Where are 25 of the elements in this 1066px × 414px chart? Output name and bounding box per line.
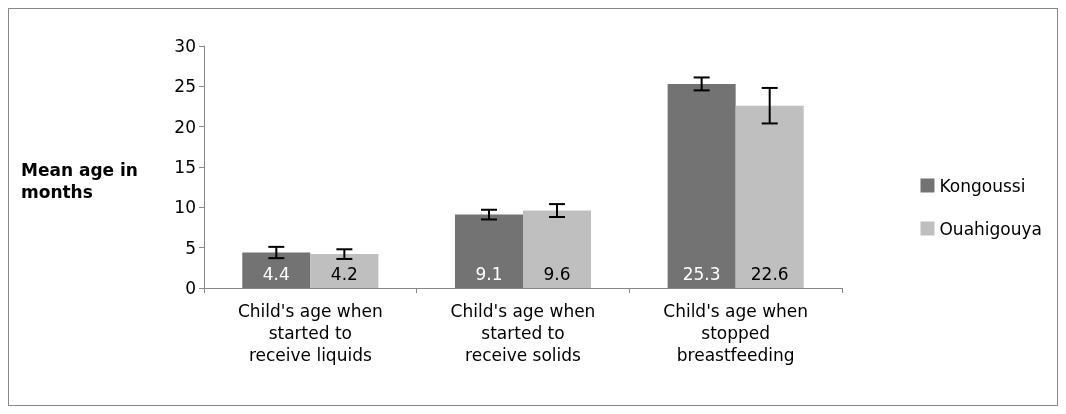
data-label: 22.6 [750, 263, 789, 284]
bar [667, 83, 736, 288]
x-tick-label: Child's age when started to receive solids [450, 301, 596, 365]
bar [242, 252, 311, 288]
data-label: 9.6 [543, 263, 571, 284]
legend-label: Ouahigouya [939, 218, 1042, 239]
x-tick-label: Child's age when stopped breastfeeding [663, 301, 809, 365]
y-tick-label: 15 [174, 157, 196, 177]
data-label: 4.4 [262, 263, 290, 284]
y-tick-label: 25 [174, 76, 196, 97]
y-tick-label: 5 [185, 237, 196, 258]
y-tick-label: 0 [185, 278, 196, 298]
bar [523, 210, 592, 288]
bar [454, 214, 523, 288]
data-label: 9.1 [475, 263, 503, 284]
y-tick-label: 30 [174, 36, 196, 56]
data-label: 25.3 [682, 263, 721, 284]
x-tick-label: Child's age when started to receive liquids [237, 301, 383, 365]
y-tick-label: 20 [174, 116, 196, 137]
bar [310, 254, 379, 288]
legend-label: Kongoussi [939, 175, 1026, 196]
y-tick-label: 10 [174, 197, 196, 218]
data-label: 4.2 [330, 263, 358, 284]
y-axis-title: Mean age in months [21, 160, 144, 202]
bar [735, 105, 804, 288]
